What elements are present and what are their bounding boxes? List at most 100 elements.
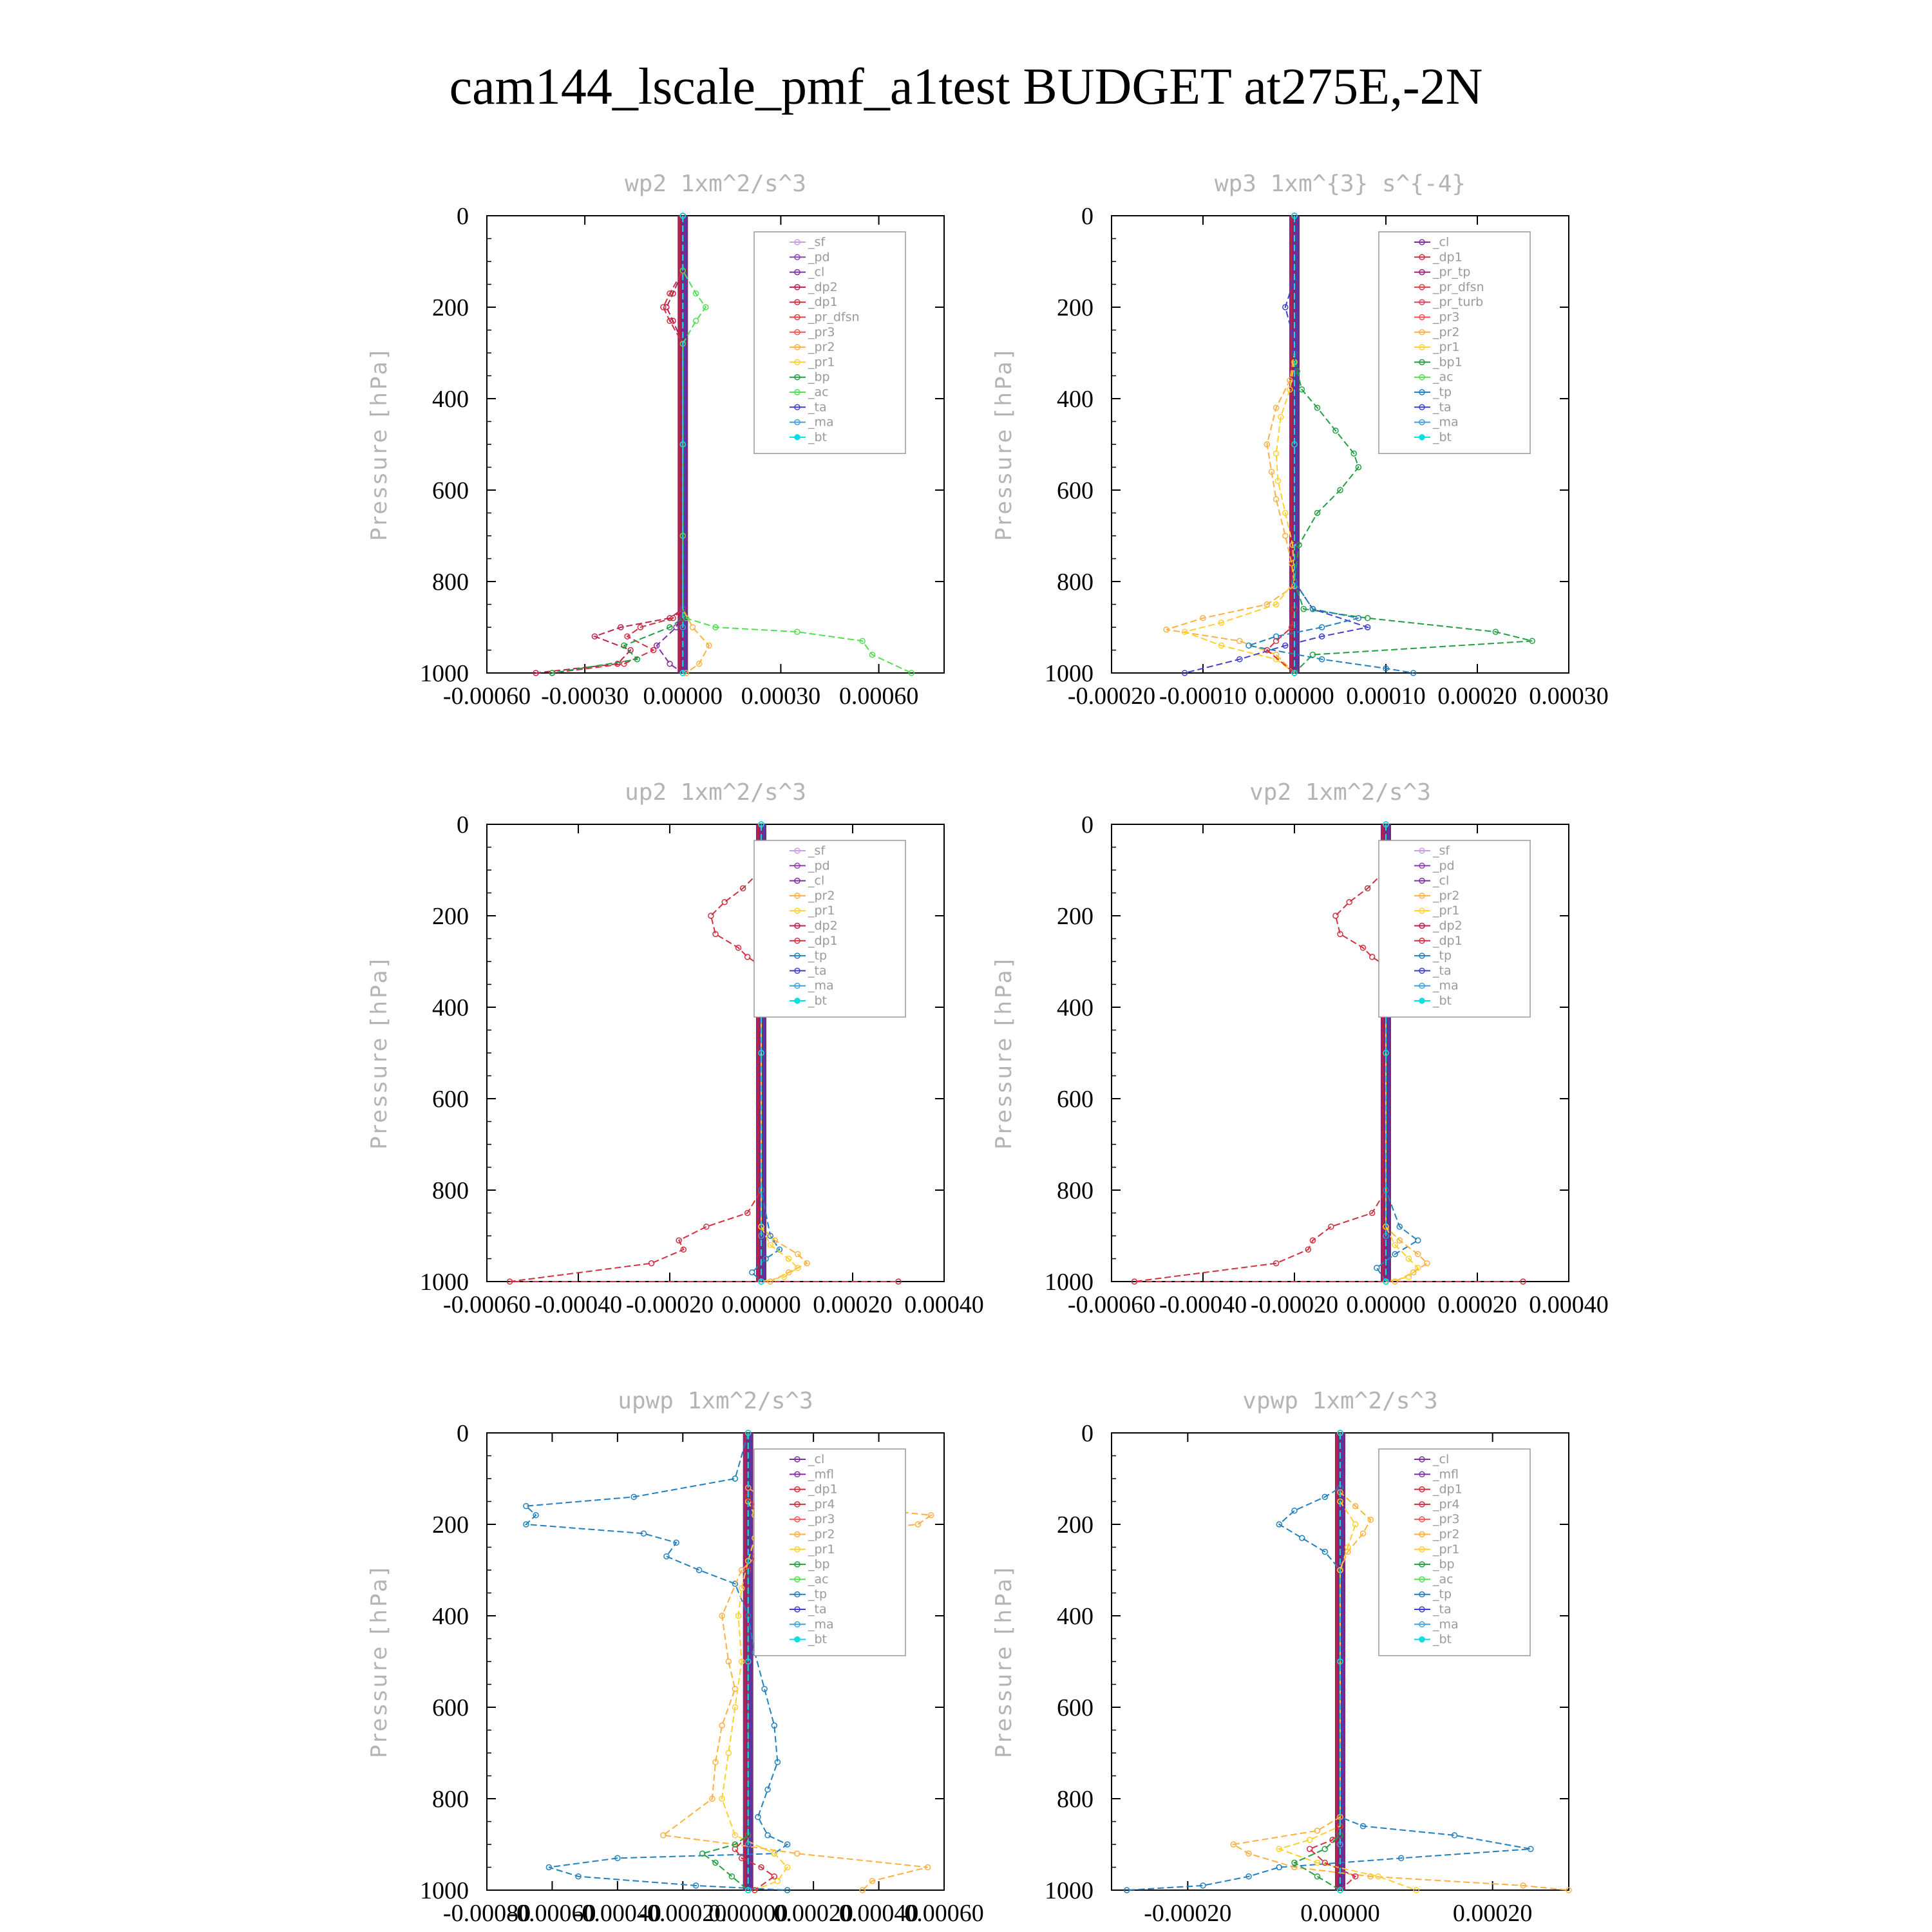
chart5-legend-label: _ma: [1432, 1617, 1459, 1631]
chart4-point-pr1: [735, 1613, 742, 1619]
chart3-legend-marker-pd: [1419, 862, 1425, 869]
chart5-ylabel: Pressure [hPa]: [991, 1565, 1017, 1758]
chart0-point-cl: [653, 642, 660, 649]
chart2-xtick-label: 0.00020: [813, 1291, 893, 1318]
chart0-title: wp2 1xm^2/s^3: [625, 171, 806, 197]
chart1-legend-marker-tp: [1419, 389, 1425, 395]
chart1-legend-marker-pr2: [1419, 329, 1425, 336]
chart4-legend-label: _ma: [808, 1617, 834, 1631]
chart4-point-tp: [614, 1855, 621, 1862]
chart1-xtick-label: 0.00010: [1346, 683, 1426, 710]
chart0-legend-box: [753, 231, 906, 454]
chart0-legend-label: _ac: [808, 385, 829, 399]
chart4-legend-marker-bt: [794, 1636, 800, 1643]
chart3-ytick-label: 600: [1057, 1086, 1094, 1113]
chart0-point-ac: [908, 670, 915, 676]
chart1-legend-marker-cl: [1419, 239, 1425, 245]
chart0-point-bp: [634, 656, 641, 663]
chart5-point-pr2: [1359, 1530, 1367, 1537]
chart4-point-tp: [673, 1539, 679, 1546]
chart5-point-pr1: [1352, 1521, 1359, 1528]
chart1-point-tp: [1410, 670, 1417, 676]
chart5-point-pr2: [1566, 1887, 1572, 1893]
chart3-legend-marker-tp: [1419, 952, 1425, 959]
chart4-ytick-label: 400: [432, 1603, 469, 1630]
chart4-point-pr1: [774, 1878, 781, 1884]
chart5-point-dp1: [1352, 1873, 1359, 1880]
chart1-legend-marker-dp1: [1419, 254, 1425, 261]
chart3-ytick-label: 0: [1081, 811, 1094, 838]
chart5-ytick-label: 0: [1081, 1420, 1094, 1447]
chart5-legend-label: _ac: [1432, 1572, 1454, 1586]
chart1-series-pr2: [1166, 216, 1296, 674]
chart2-point-pr2: [804, 1260, 810, 1267]
chart4-point-dp1: [752, 1887, 758, 1893]
chart3-legend-marker-bt: [1419, 998, 1425, 1004]
chart3-point-dp1: [1368, 954, 1376, 960]
chart1-point-pr1: [1218, 642, 1225, 649]
chart0-legend-label: _bp: [808, 370, 830, 384]
chart2-point-dp1: [895, 1278, 902, 1285]
chart3-legend-box: [1378, 840, 1531, 1018]
chart5-legend-label: _dp1: [1432, 1482, 1463, 1497]
chart4-legend-label: _dp1: [808, 1482, 838, 1497]
chart0-point-dp2: [591, 633, 598, 639]
chart5-point-bp: [1291, 1859, 1298, 1866]
chart4-legend-marker-bp: [794, 1561, 800, 1567]
chart4-legend-label: _ta: [808, 1602, 827, 1616]
chart0-xtick-label: 0.00030: [741, 683, 821, 710]
chart1-xtick-label: 0.00020: [1437, 683, 1517, 710]
chart0-series-bp: [552, 216, 684, 674]
chart4-point-pr1: [732, 1704, 739, 1710]
chart4-point-tp: [630, 1493, 637, 1501]
chart4-legend-label: _bt: [808, 1633, 827, 1647]
chart5-point-tp: [1321, 1493, 1329, 1501]
chart4-xtick-label: 0.00040: [839, 1900, 919, 1927]
chart5-legend-label: _tp: [1432, 1587, 1452, 1602]
chart5-ytick-label: 200: [1057, 1511, 1094, 1539]
chart1-ytick-label: 0: [1081, 203, 1094, 230]
chart5-point-pr2: [1367, 1873, 1374, 1880]
chart0-point-ac: [692, 290, 699, 297]
chart1-point-tp: [1318, 624, 1325, 630]
chart5-point-dp1: [1321, 1859, 1329, 1866]
chart0-legend-label: _cl: [808, 265, 824, 279]
chart3-legend-label: _pd: [1432, 858, 1455, 873]
chart5-point-pr1: [1314, 1859, 1321, 1866]
chart3-point-dp1: [1131, 1278, 1138, 1285]
chart4-point-bp: [699, 1850, 706, 1857]
chart1-point-pr1: [1282, 509, 1289, 516]
chart5-point-tp: [1299, 1535, 1305, 1542]
chart0-xtick-label: -0.00060: [443, 683, 531, 710]
chart3-point-dp1: [1359, 944, 1367, 951]
chart4-point-tp: [764, 1832, 771, 1839]
chart5-legend-marker-ma: [1419, 1621, 1425, 1628]
chart0-legend-label: _dp2: [808, 280, 838, 294]
chart0-point-pr2: [696, 661, 703, 667]
chart-panel-wp2: wp2 1xm^2/s^3 Pressure [hPa] 0 200 400 600 800…: [366, 171, 945, 710]
chart4-point-pr2: [859, 1887, 866, 1893]
chart0-point-cl: [673, 624, 679, 630]
chart0-point-dp1: [667, 290, 673, 297]
chart4-point-pr2: [869, 1878, 876, 1884]
chart3-point-dp1: [1520, 1278, 1526, 1285]
chart3-legend-marker-dp1: [1419, 938, 1425, 944]
chart0-point-ac: [859, 638, 866, 645]
chart2-legend-label: _tp: [808, 949, 827, 963]
chart5-point-pr2: [1367, 1517, 1374, 1523]
chart4-point-pr1: [784, 1864, 791, 1871]
chart5-legend-marker-pr4: [1419, 1501, 1425, 1508]
chart5-point-bt: [1337, 1430, 1343, 1436]
chart0-legend-marker-dp1: [794, 299, 800, 305]
chart1-point-pr2: [1163, 626, 1170, 633]
chart5-legend-label: _pr2: [1432, 1528, 1459, 1542]
chart5-point-tp: [1276, 1864, 1283, 1871]
chart5-ytick-label: 1000: [1045, 1877, 1094, 1904]
chart0-point-bp: [549, 670, 556, 676]
chart4-ytick-label: 600: [432, 1694, 469, 1721]
chart0-legend-label: _pr3: [808, 325, 835, 339]
chart5-point-pr2: [1352, 1502, 1359, 1510]
chart-panel-wp3: wp3 1xm^{3} s^{-4} Pressure [hPa] 0 200 400 6…: [991, 171, 1609, 710]
chart2-legend-marker-dp1: [794, 938, 800, 944]
chart3-xtick-label: 0.00000: [1346, 1291, 1426, 1318]
